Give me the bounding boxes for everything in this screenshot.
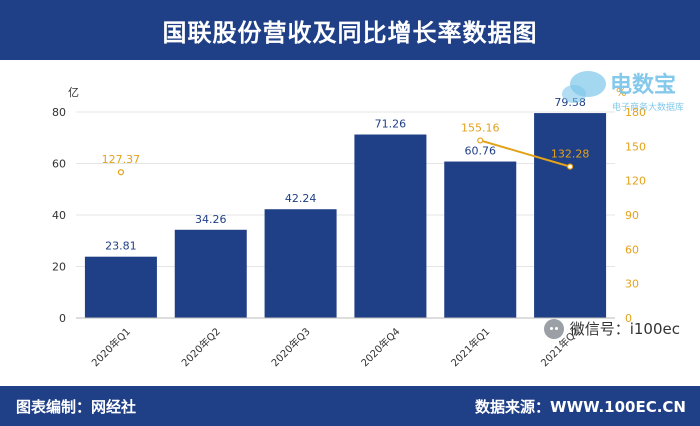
bar — [84, 256, 157, 318]
growth-point — [566, 163, 574, 170]
footer-banner: 图表编制：网经社 数据来源：WWW.100EC.CN — [0, 386, 700, 426]
bar — [174, 229, 247, 318]
y2-tick-label: 150 — [625, 140, 646, 153]
y2-tick-label: 30 — [625, 278, 639, 291]
x-tick-label: 2020年Q4 — [358, 325, 402, 369]
y2-tick-label: 120 — [625, 175, 646, 188]
growth-value-label: 132.28 — [551, 148, 590, 161]
y2-tick-label: 60 — [625, 243, 639, 256]
brand-logo: 电数宝 电子商务大数据库 — [562, 71, 684, 113]
bar-value-label: 34.26 — [195, 213, 227, 226]
y-axis-unit: 亿 — [68, 86, 79, 99]
logo-sub-text: 电子商务大数据库 — [612, 101, 684, 113]
bar-value-label: 60.76 — [465, 145, 497, 158]
y-tick-label: 0 — [59, 312, 66, 325]
x-tick-label: 2021年Q1 — [448, 325, 492, 369]
footer-source: 数据来源：WWW.100EC.CN — [475, 398, 686, 416]
wechat-watermark: 微信号：i100ec — [543, 318, 680, 339]
growth-point — [117, 169, 125, 176]
growth-line-segment — [479, 139, 571, 168]
y-tick-label: 80 — [52, 106, 66, 119]
page-title: 国联股份营收及同比增长率数据图 — [162, 18, 538, 47]
y2-axis-unit: % — [616, 86, 626, 99]
bar-value-label: 42.24 — [285, 192, 317, 205]
growth-value-label: 155.16 — [461, 121, 500, 134]
footer-credit: 图表编制：网经社 — [16, 398, 137, 416]
bar — [444, 161, 517, 318]
revenue-growth-chart: 0 20 40 60 80 0 30 60 90 120 150 180 亿 % 23.81 2020年Q1 3… — [52, 86, 646, 369]
y2-tick-label: 0 — [625, 312, 632, 325]
y2-tick-label: 90 — [625, 209, 639, 222]
bar — [354, 134, 427, 318]
bar-value-label: 71.26 — [375, 118, 407, 131]
x-tick-label: 2020年Q2 — [179, 325, 223, 369]
chart-area: 0 20 40 60 80 0 30 60 90 120 150 180 亿% 23.81 2020年Q1 3… — [0, 60, 700, 386]
growth-point — [477, 137, 484, 144]
bar-value-label: 23.81 — [105, 240, 137, 253]
wechat-icon — [543, 318, 564, 339]
logo-main-text: 电数宝 — [610, 72, 676, 98]
wechat-id: 微信号：i100ec — [569, 320, 680, 338]
bar — [534, 113, 607, 318]
header-banner: 国联股份营收及同比增长率数据图 — [0, 0, 700, 60]
y-tick-label: 20 — [52, 261, 66, 274]
bar — [264, 209, 337, 318]
y-tick-label: 40 — [52, 209, 66, 222]
y2-tick-label: 180 — [625, 106, 646, 119]
x-tick-label: 2020年Q3 — [268, 325, 312, 369]
y-tick-label: 60 — [52, 158, 66, 171]
growth-value-label: 127.37 — [102, 153, 141, 166]
x-tick-label: 2020年Q1 — [89, 325, 133, 369]
